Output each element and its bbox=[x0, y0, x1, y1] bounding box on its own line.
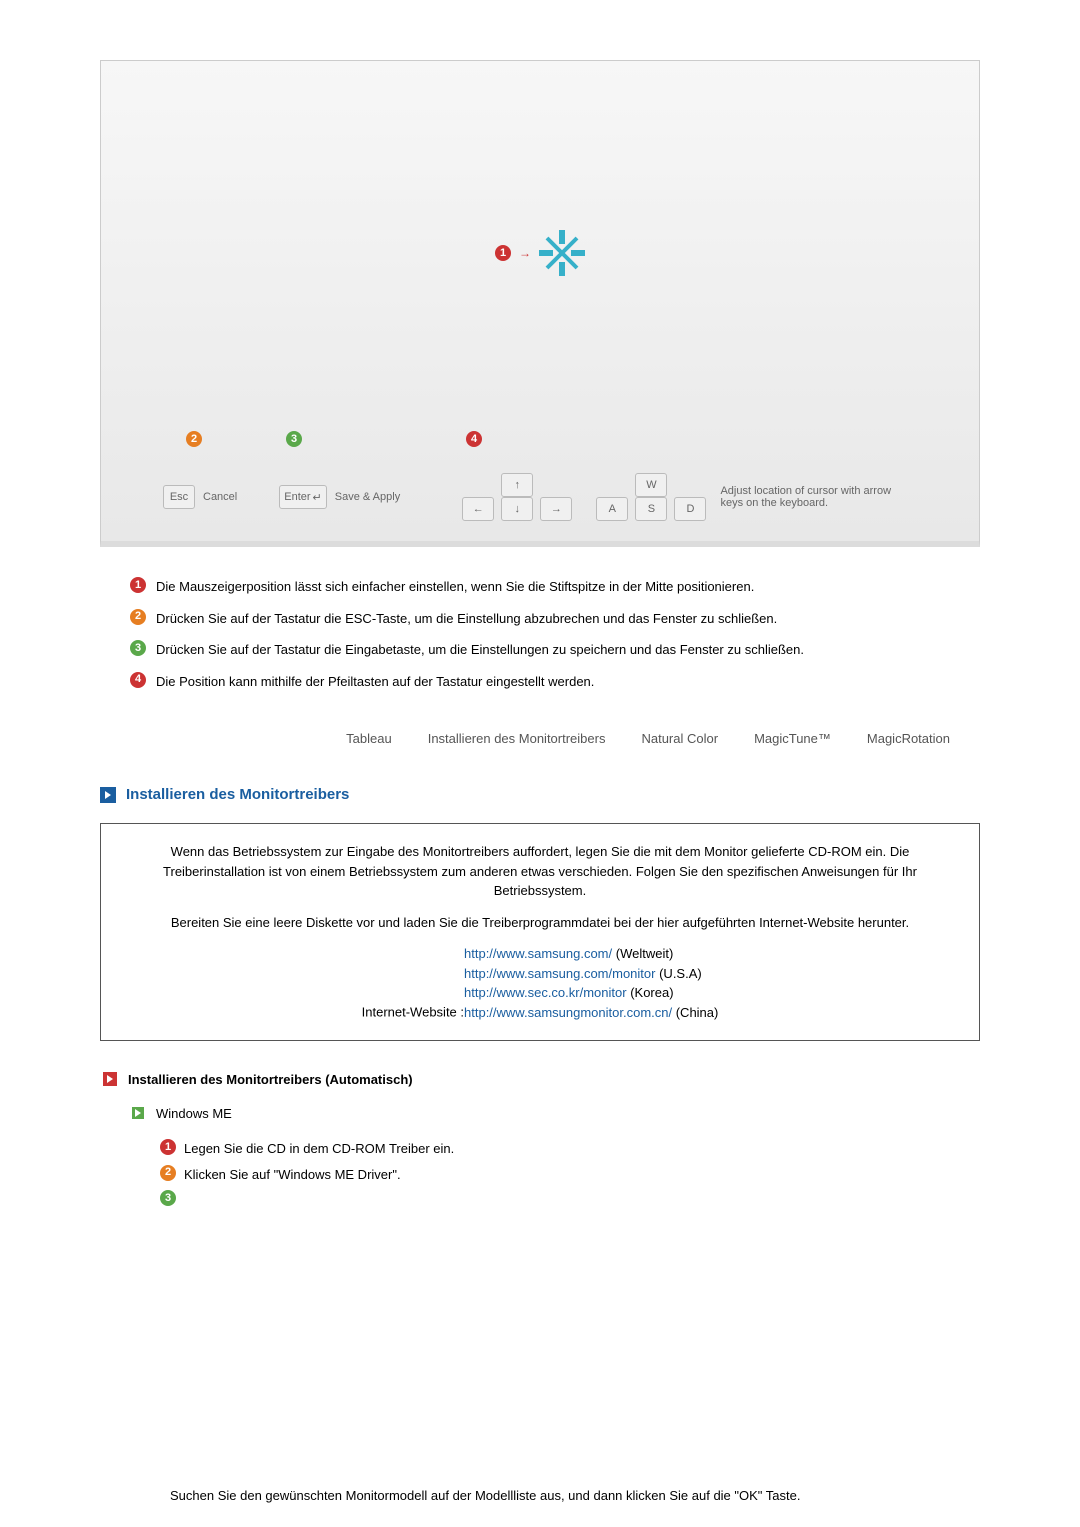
list-item: 3 Drücken Sie auf der Tastatur die Einga… bbox=[130, 640, 950, 660]
callout-4-icon: 4 bbox=[466, 431, 482, 447]
url-block: Internet-Website : http://www.samsung.co… bbox=[125, 944, 955, 1022]
esc-key-icon: Esc bbox=[163, 485, 195, 509]
steps-list: 1 Legen Sie die CD in dem CD-ROM Treiber… bbox=[100, 1139, 980, 1206]
arrow-up-key-icon: ↑ bbox=[501, 473, 533, 497]
tabs-row: Tableau Installieren des Monitortreibers… bbox=[100, 731, 980, 746]
enter-key-icon: Enter↵ bbox=[279, 485, 327, 509]
calibration-screenshot: 1 → 2 3 4 Esc Cancel Enter↵ Save & Apply bbox=[100, 60, 980, 547]
url-china-suffix: (China) bbox=[672, 1005, 718, 1020]
callout-2-icon: 2 bbox=[186, 431, 202, 447]
step-3-icon: 3 bbox=[160, 1190, 176, 1206]
os-arrow-icon bbox=[130, 1105, 146, 1121]
section-header: Installieren des Monitortreibers bbox=[100, 786, 980, 803]
url-worldwide-link[interactable]: http://www.samsung.com/ bbox=[464, 946, 612, 961]
tab-natural-color[interactable]: Natural Color bbox=[641, 731, 718, 746]
section-title: Installieren des Monitortreibers bbox=[126, 786, 349, 803]
url-korea-link[interactable]: http://www.sec.co.kr/monitor bbox=[464, 985, 627, 1000]
callout-1-icon: 1 bbox=[495, 245, 511, 261]
list-item: 1 Die Mauszeigerposition lässt sich einf… bbox=[130, 577, 950, 597]
bullet-4-icon: 4 bbox=[130, 672, 146, 688]
list-item: 3 bbox=[160, 1190, 980, 1206]
arrow-right-key-icon: → bbox=[540, 497, 572, 521]
crosshair-target-icon bbox=[539, 230, 585, 276]
bullet-1-text: Die Mauszeigerposition lässt sich einfac… bbox=[156, 577, 754, 597]
w-key-icon: W bbox=[635, 473, 667, 497]
info-p1: Wenn das Betriebssystem zur Eingabe des … bbox=[125, 842, 955, 901]
arrow-down-key-icon: ↓ bbox=[501, 497, 533, 521]
info-p2: Bereiten Sie eine leere Diskette vor und… bbox=[125, 913, 955, 933]
below-text: Suchen Sie den gewünschten Monitormodell… bbox=[100, 1486, 980, 1506]
hint-text: Adjust location of cursor with arrow key… bbox=[720, 485, 900, 509]
url-usa-link[interactable]: http://www.samsung.com/monitor bbox=[464, 966, 655, 981]
tab-magicrotation[interactable]: MagicRotation bbox=[867, 731, 950, 746]
keyboard-hint-row: Esc Cancel Enter↵ Save & Apply ↑ ← ↓ → W bbox=[161, 473, 939, 521]
callout-3-icon: 3 bbox=[286, 431, 302, 447]
internet-label: Internet-Website : bbox=[362, 1005, 464, 1020]
cancel-label: Cancel bbox=[203, 491, 237, 503]
list-item: 2 Klicken Sie auf "Windows ME Driver". bbox=[160, 1165, 980, 1185]
bullet-2-icon: 2 bbox=[130, 609, 146, 625]
bullet-3-icon: 3 bbox=[130, 640, 146, 656]
target-wrap: 1 → bbox=[495, 230, 585, 276]
tab-magictune[interactable]: MagicTune™ bbox=[754, 731, 831, 746]
bullet-2-text: Drücken Sie auf der Tastatur die ESC-Tas… bbox=[156, 609, 777, 629]
step-2-icon: 2 bbox=[160, 1165, 176, 1181]
os-header: Windows ME bbox=[100, 1105, 980, 1121]
step-1-icon: 1 bbox=[160, 1139, 176, 1155]
arrow-left-key-icon: ← bbox=[462, 497, 494, 521]
url-worldwide-suffix: (Weltweit) bbox=[612, 946, 673, 961]
s-key-icon: S bbox=[635, 497, 667, 521]
tab-tableau[interactable]: Tableau bbox=[346, 731, 392, 746]
bullet-list: 1 Die Mauszeigerposition lässt sich einf… bbox=[100, 577, 980, 691]
os-label: Windows ME bbox=[156, 1106, 232, 1121]
sub-header: Installieren des Monitortreibers (Automa… bbox=[100, 1071, 980, 1087]
a-key-icon: A bbox=[596, 497, 628, 521]
sub-arrow-icon bbox=[102, 1071, 118, 1087]
list-item: 1 Legen Sie die CD in dem CD-ROM Treiber… bbox=[160, 1139, 980, 1159]
url-china-link[interactable]: http://www.samsungmonitor.com.cn/ bbox=[464, 1005, 672, 1020]
section-arrow-icon bbox=[100, 787, 116, 803]
tab-install-driver[interactable]: Installieren des Monitortreibers bbox=[428, 731, 606, 746]
d-key-icon: D bbox=[674, 497, 706, 521]
arrow-right-icon: → bbox=[519, 246, 531, 260]
sub-title: Installieren des Monitortreibers (Automa… bbox=[128, 1072, 413, 1087]
save-label: Save & Apply bbox=[335, 491, 400, 503]
url-korea-suffix: (Korea) bbox=[627, 985, 674, 1000]
list-item: 4 Die Position kann mithilfe der Pfeilta… bbox=[130, 672, 950, 692]
list-item: 2 Drücken Sie auf der Tastatur die ESC-T… bbox=[130, 609, 950, 629]
bullet-4-text: Die Position kann mithilfe der Pfeiltast… bbox=[156, 672, 594, 692]
info-box: Wenn das Betriebssystem zur Eingabe des … bbox=[100, 823, 980, 1041]
url-usa-suffix: (U.S.A) bbox=[655, 966, 701, 981]
bullet-1-icon: 1 bbox=[130, 577, 146, 593]
bullet-3-text: Drücken Sie auf der Tastatur die Eingabe… bbox=[156, 640, 804, 660]
step-1-text: Legen Sie die CD in dem CD-ROM Treiber e… bbox=[184, 1139, 454, 1159]
step-2-text: Klicken Sie auf "Windows ME Driver". bbox=[184, 1165, 401, 1185]
